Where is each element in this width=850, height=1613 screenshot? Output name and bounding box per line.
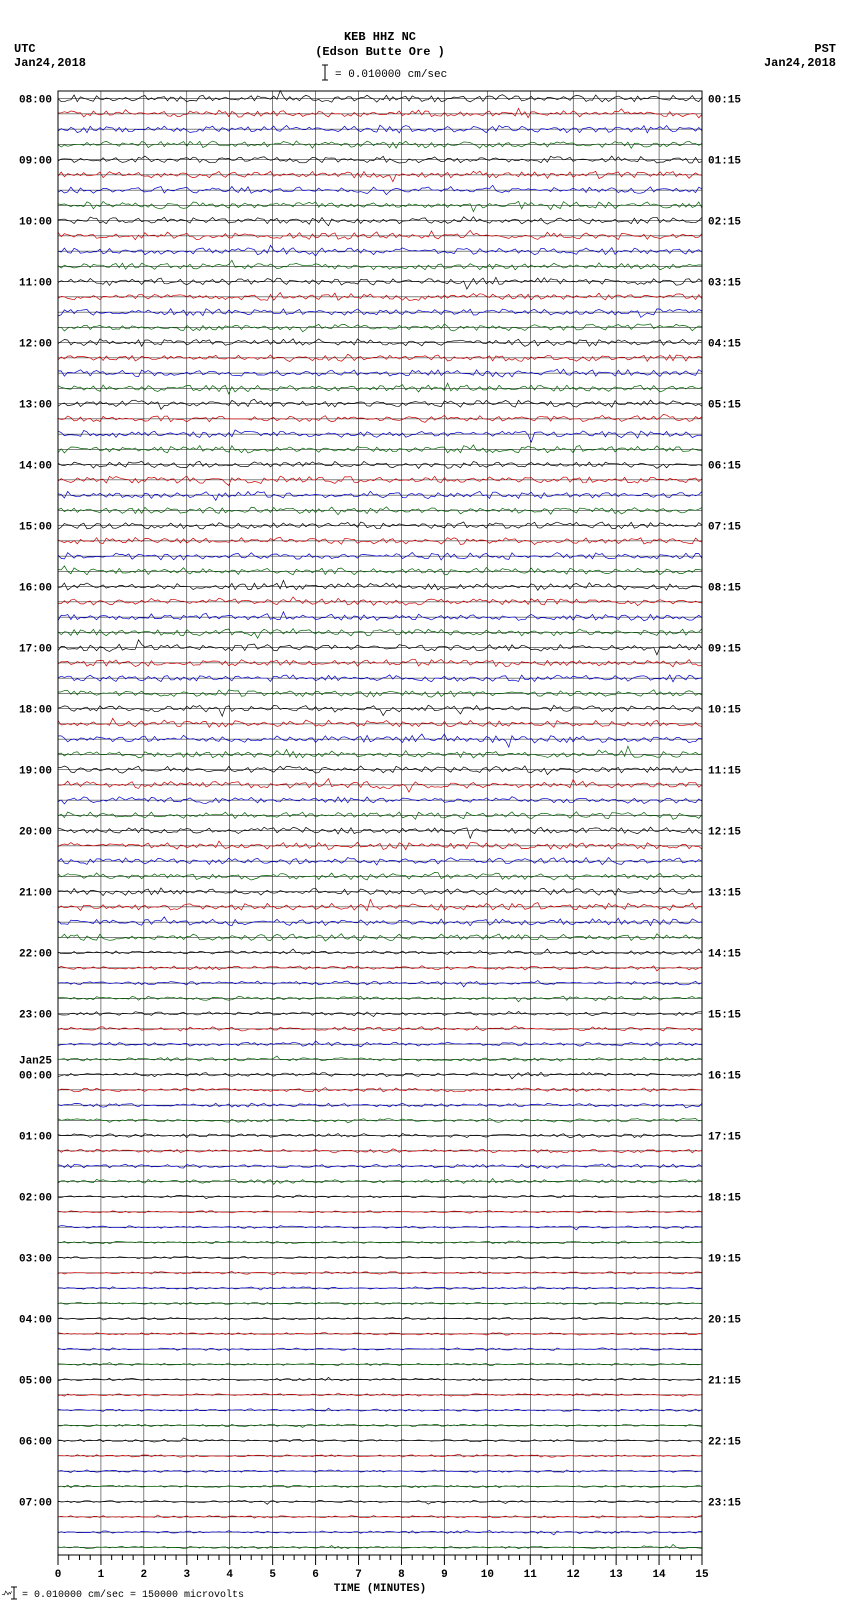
svg-text:09:00: 09:00 [19,156,52,168]
svg-text:11:00: 11:00 [19,278,52,290]
seismogram-svg: KEB HHZ NC(Edson Butte Ore ) = 0.010000 c… [0,0,850,1613]
svg-text:5: 5 [269,1569,276,1581]
svg-text:17:00: 17:00 [19,644,52,656]
svg-text:22:15: 22:15 [708,1437,741,1449]
svg-text:22:00: 22:00 [19,949,52,961]
svg-text:18:15: 18:15 [708,1193,741,1205]
svg-text:01:15: 01:15 [708,156,741,168]
svg-text:02:15: 02:15 [708,217,741,229]
svg-text:16:15: 16:15 [708,1071,741,1083]
svg-text:1: 1 [98,1569,105,1581]
svg-text:08:15: 08:15 [708,583,741,595]
svg-text:13: 13 [610,1569,624,1581]
svg-text:12: 12 [567,1569,580,1581]
svg-text:07:00: 07:00 [19,1498,52,1510]
svg-text:16:00: 16:00 [19,583,52,595]
svg-text:04:15: 04:15 [708,339,741,351]
svg-text:23:15: 23:15 [708,1498,741,1510]
svg-text:02:00: 02:00 [19,1193,52,1205]
svg-text:11:15: 11:15 [708,766,741,778]
svg-text:21:00: 21:00 [19,888,52,900]
svg-text:00:00: 00:00 [19,1071,52,1083]
svg-text:11: 11 [524,1569,538,1581]
svg-text:09:15: 09:15 [708,644,741,656]
svg-text:15:15: 15:15 [708,1010,741,1022]
seismogram-page: KEB HHZ NC(Edson Butte Ore ) = 0.010000 c… [0,0,850,1613]
svg-text:8: 8 [398,1569,405,1581]
svg-text:13:15: 13:15 [708,888,741,900]
svg-text:UTC: UTC [14,42,36,56]
svg-text:15: 15 [695,1569,709,1581]
svg-text:06:15: 06:15 [708,461,741,473]
svg-text:9: 9 [441,1569,448,1581]
svg-text:04:00: 04:00 [19,1315,52,1327]
svg-text:08:00: 08:00 [19,95,52,107]
svg-text:15:00: 15:00 [19,522,52,534]
svg-text:14:00: 14:00 [19,461,52,473]
svg-text:7: 7 [355,1569,362,1581]
svg-text:PST: PST [814,42,836,56]
svg-text:18:00: 18:00 [19,705,52,717]
svg-text:14:15: 14:15 [708,949,741,961]
svg-text:14: 14 [652,1569,666,1581]
svg-text:12:00: 12:00 [19,339,52,351]
svg-text:19:00: 19:00 [19,766,52,778]
svg-text:03:15: 03:15 [708,278,741,290]
svg-text:4: 4 [226,1569,233,1581]
svg-text:06:00: 06:00 [19,1437,52,1449]
svg-text:3: 3 [183,1569,190,1581]
svg-text:03:00: 03:00 [19,1254,52,1266]
svg-text:07:15: 07:15 [708,522,741,534]
svg-text:12:15: 12:15 [708,827,741,839]
svg-text:= 0.010000 cm/sec: = 0.010000 cm/sec [335,69,447,81]
svg-text:(Edson Butte Ore ): (Edson Butte Ore ) [315,45,445,59]
svg-text:Jan24,2018: Jan24,2018 [14,56,86,70]
svg-text:KEB HHZ NC: KEB HHZ NC [344,30,416,44]
svg-text:01:00: 01:00 [19,1132,52,1144]
svg-text:10:00: 10:00 [19,217,52,229]
svg-text:05:00: 05:00 [19,1376,52,1388]
svg-text:23:00: 23:00 [19,1010,52,1022]
svg-text:20:15: 20:15 [708,1315,741,1327]
svg-text:10: 10 [481,1569,494,1581]
svg-text:= 0.010000 cm/sec = 150000 mi: = 0.010000 cm/sec = 150000 microvolts [22,1589,244,1601]
svg-text:6: 6 [312,1569,319,1581]
svg-text:TIME (MINUTES): TIME (MINUTES) [334,1583,426,1595]
svg-text:20:00: 20:00 [19,827,52,839]
svg-text:21:15: 21:15 [708,1376,741,1388]
svg-text:Jan25: Jan25 [19,1055,52,1067]
svg-text:05:15: 05:15 [708,400,741,412]
svg-text:Jan24,2018: Jan24,2018 [764,56,836,70]
svg-text:19:15: 19:15 [708,1254,741,1266]
svg-text:13:00: 13:00 [19,400,52,412]
svg-text:2: 2 [141,1569,148,1581]
svg-text:17:15: 17:15 [708,1132,741,1144]
svg-text:10:15: 10:15 [708,705,741,717]
svg-text:0: 0 [55,1569,62,1581]
svg-text:00:15: 00:15 [708,95,741,107]
